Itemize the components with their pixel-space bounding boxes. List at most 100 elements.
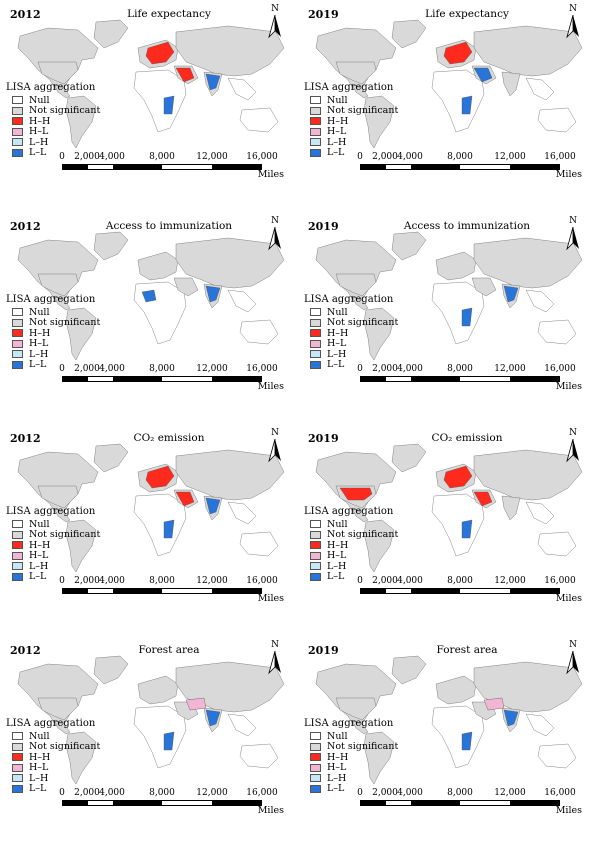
legend-label: L–H [327,560,347,572]
scale-tick: 4,000 [99,788,125,798]
legend-swatch [310,117,321,126]
australia [239,319,279,345]
south-asia-cluster [503,285,519,303]
legend-label: L–L [327,783,345,795]
scale-tick: 2,000 [74,364,100,374]
africa [431,281,485,345]
legend-swatch [310,774,321,783]
legend-item: H–H [304,752,398,763]
scale-tick: 8,000 [149,576,175,586]
legend-swatch [12,774,23,783]
legend: LISA aggregation Null Not significant H–H H… [304,82,398,158]
legend-swatch [12,763,23,772]
scale-tick: 12,000 [196,576,228,586]
scale-tick: 2,000 [372,152,398,162]
south-america [363,307,395,361]
legend-label: L–H [29,560,49,572]
legend-item: L–L [6,359,100,370]
legend-label: L–L [327,571,345,583]
legend-item: Not significant [304,741,399,753]
legend-item: Not significant [304,105,398,116]
north-arrow: N [266,216,284,256]
legend-swatch [310,753,321,762]
world-map [315,443,583,573]
scale-tick: 2,000 [372,788,398,798]
panel-year: 2019 [308,220,339,233]
panel-title: Access to immunization [105,220,233,232]
legend-item: H–H [304,328,398,339]
africa-cluster-east [461,519,473,539]
legend-item: H–L [6,762,100,773]
panel-title: Forest area [138,644,200,656]
legend-swatch [12,138,23,147]
africa-cluster-east [163,95,175,115]
legend-item: Not significant [6,105,100,116]
legend-label: H–L [327,550,347,562]
scale-tick: 4,000 [397,364,423,374]
legend-title: LISA aggregation [304,82,394,93]
legend-label: L–H [327,348,347,360]
panel-year: 2019 [308,644,339,657]
legend-item: Null [6,731,100,742]
legend-item: L–L [6,147,100,159]
legend-swatch [310,530,321,539]
scale-tick: 4,000 [397,788,423,798]
asia [175,237,285,289]
south-america [363,519,395,573]
north-arrow-icon [566,439,579,463]
scale-units: Miles [555,805,582,816]
scale-tick: 8,000 [447,152,473,162]
scale-tick: 16,000 [246,152,278,162]
scale-units: Miles [257,169,284,180]
central-america [53,295,71,311]
legend-swatch [310,551,321,560]
legend-swatch [310,329,321,338]
australia [537,319,577,345]
central-america [53,719,71,735]
legend-item: L–L [304,359,398,370]
scale-bar: 0 2,000 4,000 8,000 12,000 16,000 Miles [54,788,284,838]
legend-swatch [12,530,23,539]
greenland [93,231,129,261]
central-america [53,507,71,523]
legend-label: Not significant [327,741,399,753]
legend-item: H–L [304,126,398,138]
scale-tick: 4,000 [99,576,125,586]
greenland [391,231,427,261]
map-panel-7: 2012 Forest area N LISA aggregation Null… [4,638,294,844]
legend-label: L–H [327,772,347,784]
legend-item: Null [304,95,398,106]
legend-label: L–L [29,147,47,159]
legend-title: LISA aggregation [6,82,96,93]
central-america [351,719,369,735]
legend-item: Null [6,95,100,106]
scale-tick: 8,000 [447,364,473,374]
scale-tick: 8,000 [149,152,175,162]
scale-tick: 4,000 [397,576,423,586]
scale-tick: 8,000 [149,364,175,374]
legend-title: LISA aggregation [304,506,394,517]
australia [239,743,279,769]
legend-label: H–H [327,539,349,551]
legend-label: H–H [327,751,349,763]
legend-item: H–H [6,328,100,339]
legend: LISA aggregation Null Not significant H–H H… [6,506,100,582]
legend-swatch [12,106,23,115]
map-panel-6: 2019 CO₂ emission N LISA aggregation Nul… [302,426,592,632]
greenland [391,443,427,473]
north-arrow: N [266,428,284,468]
europe [137,675,179,705]
central-america [53,83,71,99]
legend-item: H–L [6,126,100,137]
panel-title: Life expectancy [127,8,211,20]
legend-item: L–H [6,773,100,784]
legend-label: Null [29,94,50,106]
legend-swatch [12,520,23,529]
legend-item: H–H [304,116,398,127]
scale-tick: 2,000 [372,576,398,586]
legend-label: H–L [327,126,347,138]
africa-cluster-east [461,731,473,751]
central-america [351,295,369,311]
greenland [391,655,427,685]
legend-label: Not significant [327,529,399,541]
